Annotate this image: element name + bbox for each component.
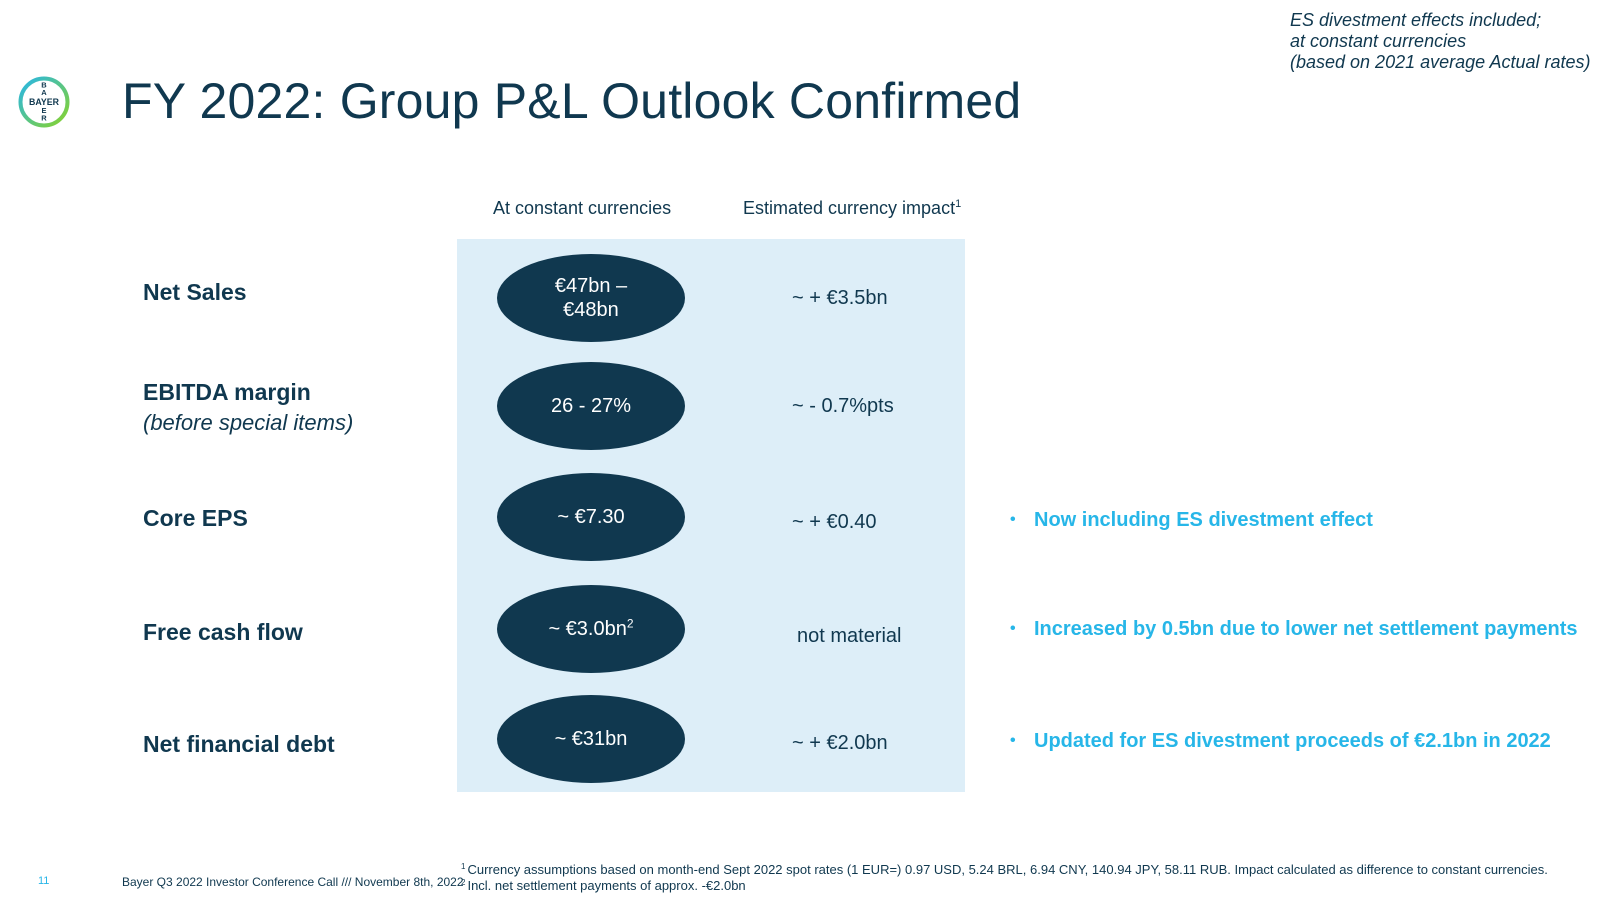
footnote-text: Currency assumptions based on month-end … xyxy=(467,862,1548,877)
row-label-free-cash-flow: Free cash flow xyxy=(143,619,303,646)
row-label-text: EBITDA margin xyxy=(143,379,311,405)
row-label-text: Net financial debt xyxy=(143,731,335,757)
bullet-icon: • xyxy=(1010,511,1016,528)
logo-vertical-text: B xyxy=(41,81,47,90)
impact-core-eps: ~ + €0.40 xyxy=(792,511,877,533)
footnotes: 1 Currency assumptions based on month-end… xyxy=(461,862,1548,894)
row-sublabel: (before special items) xyxy=(143,410,354,435)
value-pill-free-cash-flow: ~ €3.0bn2 xyxy=(497,585,685,673)
footnote-mark: 1 xyxy=(461,861,466,871)
footer-source: Bayer Q3 2022 Investor Conference Call /… xyxy=(122,875,464,889)
value-pill-net-financial-debt: ~ €31bn xyxy=(497,695,685,783)
row-label-ebitda-margin: EBITDA margin (before special items) xyxy=(143,379,353,436)
note-free-cash-flow: • Increased by 0.5bn due to lower net set… xyxy=(1010,618,1578,641)
value-line: €47bn – xyxy=(554,275,628,297)
svg-text:R: R xyxy=(41,114,47,123)
scope-note-line: (based on 2021 average Actual rates) xyxy=(1290,52,1591,72)
footnote: 1 Currency assumptions based on month-end… xyxy=(461,862,1548,878)
column-header-impact-text: Estimated currency impact xyxy=(743,198,956,218)
note-text: Now including ES divestment effect xyxy=(1034,509,1373,531)
value-line: €48bn xyxy=(563,299,619,321)
scope-note-line: at constant currencies xyxy=(1290,31,1467,51)
footnote-text: Incl. net settlement payments of approx.… xyxy=(467,878,746,893)
column-header-constant: At constant currencies xyxy=(493,198,672,218)
value-pill-net-sales: €47bn – €48bn xyxy=(497,254,685,342)
row-label-text: Net Sales xyxy=(143,279,247,305)
value-line: ~ €31bn xyxy=(554,728,628,750)
row-label-core-eps: Core EPS xyxy=(143,505,248,532)
row-label-net-financial-debt: Net financial debt xyxy=(143,731,335,758)
row-label-text: Core EPS xyxy=(143,505,248,531)
footnote-mark: 2 xyxy=(461,877,466,887)
impact-free-cash-flow: not material xyxy=(797,625,902,647)
footnote: 2 Incl. net settlement payments of approx… xyxy=(461,878,1548,894)
page-title: FY 2022: Group P&L Outlook Confirmed xyxy=(122,73,1022,129)
bullet-icon: • xyxy=(1010,732,1016,749)
value-line: 26 - 27% xyxy=(550,395,632,417)
impact-net-sales: ~ + €3.5bn xyxy=(792,287,888,309)
value-line: ~ €7.30 xyxy=(557,506,625,528)
svg-text:A: A xyxy=(41,88,47,97)
bullet-icon: • xyxy=(1010,620,1016,637)
note-net-financial-debt: • Updated for ES divestment proceeds of €… xyxy=(1010,730,1551,753)
note-text: Increased by 0.5bn due to lower net sett… xyxy=(1034,618,1578,640)
scope-note: ES divestment effects included; at const… xyxy=(1290,10,1591,73)
row-label-net-sales: Net Sales xyxy=(143,279,247,306)
scope-note-line: ES divestment effects included; xyxy=(1290,10,1542,30)
row-label-text: Free cash flow xyxy=(143,619,303,645)
impact-ebitda-margin: ~ - 0.7%pts xyxy=(792,395,894,417)
logo-horizontal-text: BAYER xyxy=(29,97,60,107)
footnote-mark: 1 xyxy=(955,198,962,210)
value-pill-ebitda-margin: 26 - 27% xyxy=(497,362,685,450)
value-line: ~ €3.0bn xyxy=(548,618,627,640)
impact-net-financial-debt: ~ + €2.0bn xyxy=(792,732,888,754)
page-number: 11 xyxy=(38,875,50,887)
footnote-mark: 2 xyxy=(626,616,634,631)
note-text: Updated for ES divestment proceeds of €2… xyxy=(1034,730,1551,752)
svg-text:E: E xyxy=(41,106,46,115)
value-pill-core-eps: ~ €7.30 xyxy=(497,473,685,561)
note-core-eps: • Now including ES divestment effect xyxy=(1010,509,1373,532)
bayer-logo: B A BAYER E R xyxy=(18,76,70,128)
column-header-impact: Estimated currency impact1 xyxy=(743,198,961,219)
